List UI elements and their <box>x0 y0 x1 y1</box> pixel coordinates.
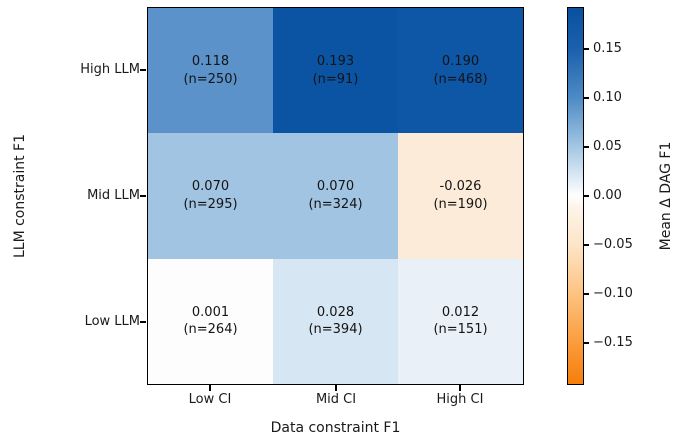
cell-count: (n=324) <box>308 196 363 212</box>
y-tick-mark <box>140 195 146 197</box>
y-tick-mark <box>140 69 146 71</box>
heatmap: 0.118 (n=250) 0.193 (n=91) 0.190 (n=468)… <box>147 7 524 385</box>
colorbar-tick-label: −0.05 <box>593 237 633 252</box>
cell-value: 0.070 <box>316 179 355 195</box>
colorbar-tick-mark <box>583 342 589 344</box>
y-tick-mark <box>140 321 146 323</box>
colorbar-tick-label: −0.10 <box>593 286 633 301</box>
colorbar-tick-label: −0.15 <box>593 335 633 350</box>
colorbar-tick-mark <box>583 293 589 295</box>
heatmap-cell: 0.001 (n=264) <box>148 258 273 384</box>
x-tick-label: High CI <box>436 392 484 407</box>
heatmap-cell: 0.118 (n=250) <box>148 8 273 134</box>
y-tick-label: Low LLM <box>84 314 140 329</box>
x-tick-label: Low CI <box>188 392 232 407</box>
heatmap-cell: 0.070 (n=324) <box>273 133 398 259</box>
colorbar-tick-mark <box>583 195 589 197</box>
colorbar-title: Mean Δ DAG F1 <box>658 141 674 251</box>
cell-count: (n=295) <box>183 196 238 212</box>
colorbar-tick-label: 0.15 <box>593 41 622 56</box>
cell-count: (n=264) <box>183 322 238 338</box>
cell-count: (n=468) <box>433 71 488 87</box>
colorbar-tick-mark <box>583 146 589 148</box>
cell-value: 0.012 <box>441 304 480 320</box>
colorbar-gradient <box>567 7 584 385</box>
heatmap-cell: 0.070 (n=295) <box>148 133 273 259</box>
cell-count: (n=394) <box>308 322 363 338</box>
x-tick-label: Mid CI <box>315 392 357 407</box>
colorbar-tick-mark <box>583 244 589 246</box>
cell-count: (n=91) <box>312 71 359 87</box>
cell-value: -0.026 <box>439 179 482 195</box>
colorbar-tick-mark <box>583 97 589 99</box>
heatmap-cell: 0.012 (n=151) <box>398 258 523 384</box>
cell-value: 0.190 <box>441 54 480 70</box>
colorbar-tick-label: 0.00 <box>593 188 622 203</box>
y-tick-label: Mid LLM <box>87 188 140 203</box>
x-tick-mark <box>459 385 461 391</box>
cell-count: (n=151) <box>433 322 488 338</box>
x-axis-title: Data constraint F1 <box>270 420 401 436</box>
cell-value: 0.028 <box>316 304 355 320</box>
colorbar-tick-mark <box>583 48 589 50</box>
x-tick-mark <box>335 385 337 391</box>
heatmap-cell: -0.026 (n=190) <box>398 133 523 259</box>
colorbar-tick-label: 0.05 <box>593 139 622 154</box>
heatmap-cell: 0.028 (n=394) <box>273 258 398 384</box>
y-tick-label: High LLM <box>80 62 140 77</box>
x-tick-mark <box>209 385 211 391</box>
colorbar-tick-label: 0.10 <box>593 90 622 105</box>
cell-count: (n=250) <box>183 71 238 87</box>
heatmap-cell: 0.193 (n=91) <box>273 8 398 134</box>
heatmap-cell: 0.190 (n=468) <box>398 8 523 134</box>
y-axis-title: LLM constraint F1 <box>12 133 28 259</box>
cell-value: 0.001 <box>191 304 230 320</box>
cell-value: 0.118 <box>191 54 230 70</box>
cell-count: (n=190) <box>433 196 488 212</box>
cell-value: 0.193 <box>316 54 355 70</box>
cell-value: 0.070 <box>191 179 230 195</box>
